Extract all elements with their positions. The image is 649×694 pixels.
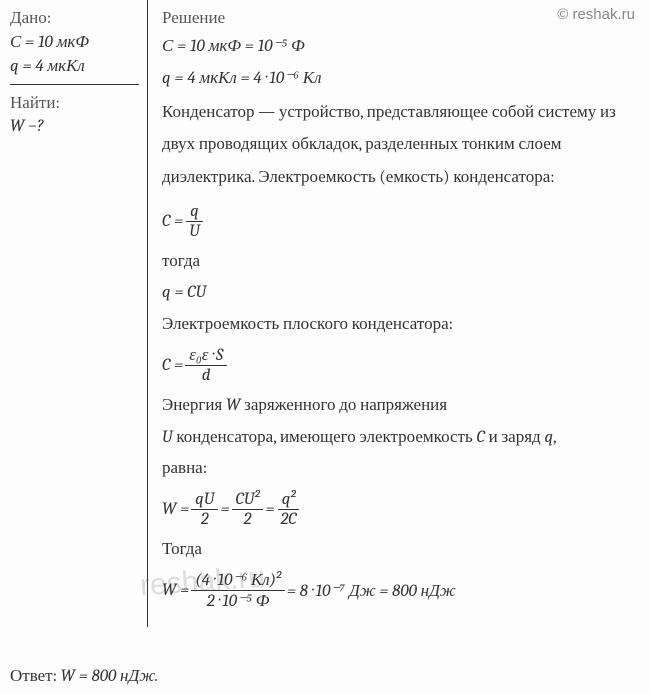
fraction: q U (185, 202, 204, 241)
fraction-1: qU 2 (191, 490, 218, 529)
formula-energy: W = qU 2 = CU² 2 = q² 2C (162, 490, 637, 529)
then-text-2: Тогда (162, 537, 637, 563)
result: = 8 · 10⁻⁷ Дж = 800 нДж (287, 581, 456, 601)
formula-flat-capacitor: C = ε₀ε · S d (162, 345, 637, 385)
formula-lhs: C = (162, 356, 183, 375)
given-q: q = 4 мкКл (10, 56, 139, 76)
capacitor-definition: Конденсатор — устройство, представляющее… (162, 97, 637, 194)
find-var: W −? (10, 117, 139, 136)
energy-text-1: Энергия W заряженного до напряжения (162, 393, 637, 419)
solution-column: Решение С = 10 мкФ = 10⁻⁵ Ф q = 4 мкКл =… (148, 0, 649, 627)
given-divider (10, 84, 139, 85)
fraction-final: (4 · 10⁻⁶ Кл)² 2 · 10⁻⁵ Ф (191, 570, 285, 611)
formula-lhs: C = (162, 212, 183, 231)
denominator: 2C (276, 510, 300, 529)
denominator: d (198, 366, 215, 385)
numerator: CU² (232, 490, 264, 510)
denominator: 2 · 10⁻⁵ Ф (203, 591, 274, 611)
fraction-3: q² 2C (276, 490, 300, 529)
energy-text-3: равна: (162, 456, 637, 482)
equals: = (220, 500, 229, 519)
numerator: ε₀ε · S (185, 345, 227, 366)
numerator: (4 · 10⁻⁶ Кл)² (191, 570, 285, 591)
solution-header: Решение (162, 8, 637, 28)
q-conversion: q = 4 мкКл = 4 · 10⁻⁶ Кл (162, 66, 637, 92)
formula-lhs: W = (162, 500, 189, 519)
flat-capacitor-text: Электроемкость плоского конденсатора: (162, 312, 637, 338)
denominator: 2 (240, 510, 256, 529)
formula-q: q = CU (162, 280, 637, 306)
c-conversion: С = 10 мкФ = 10⁻⁵ Ф (162, 34, 637, 60)
energy-text-2: U конденсатора, имеющего электроемкость … (162, 425, 637, 451)
formula-final: W = (4 · 10⁻⁶ Кл)² 2 · 10⁻⁵ Ф = 8 · 10⁻⁷… (162, 570, 637, 611)
equals: = (265, 500, 274, 519)
numerator: q (186, 202, 203, 222)
physics-solution: Дано: С = 10 мкФ q = 4 мкКл Найти: W −? … (0, 0, 649, 627)
numerator: q² (278, 490, 300, 510)
answer-line: Ответ: W = 800 нДж. (10, 666, 158, 686)
fraction: ε₀ε · S d (185, 345, 227, 385)
answer-label: Ответ: (10, 667, 61, 686)
answer-value: W = 800 нДж. (61, 667, 159, 686)
given-header: Дано: (10, 8, 139, 28)
denominator: 2 (197, 510, 213, 529)
formula-capacitance: C = q U (162, 202, 637, 241)
numerator: qU (191, 490, 218, 510)
find-header: Найти: (10, 93, 139, 113)
then-text: тогда (162, 249, 637, 275)
given-column: Дано: С = 10 мкФ q = 4 мкКл Найти: W −? (0, 0, 148, 627)
given-c: С = 10 мкФ (10, 32, 139, 52)
fraction-2: CU² 2 (232, 490, 264, 529)
formula-lhs: W = (162, 581, 189, 600)
denominator: U (185, 222, 204, 241)
